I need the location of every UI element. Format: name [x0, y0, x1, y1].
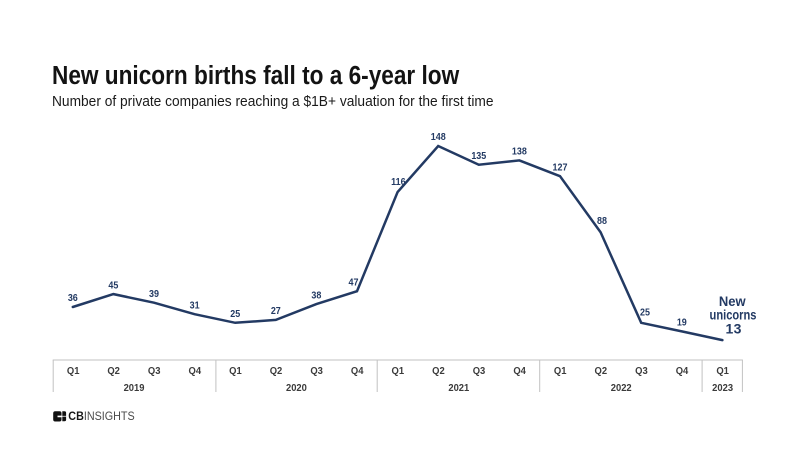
svg-text:Q2: Q2 — [270, 366, 283, 377]
svg-text:2023: 2023 — [712, 383, 733, 394]
svg-text:Q2: Q2 — [595, 366, 608, 377]
svg-text:unicorns: unicorns — [710, 307, 757, 322]
svg-text:Q1: Q1 — [392, 366, 405, 377]
svg-text:New: New — [719, 294, 746, 309]
svg-text:88: 88 — [597, 216, 608, 228]
svg-text:2019: 2019 — [124, 383, 145, 394]
svg-text:148: 148 — [431, 132, 447, 144]
svg-text:Q1: Q1 — [716, 366, 729, 377]
svg-text:127: 127 — [553, 162, 568, 174]
svg-text:Q2: Q2 — [107, 366, 120, 377]
svg-text:Q4: Q4 — [351, 366, 364, 377]
svg-text:CBINSIGHTS: CBINSIGHTS — [68, 411, 134, 423]
svg-text:Q1: Q1 — [554, 366, 567, 377]
svg-text:Q1: Q1 — [229, 366, 242, 377]
svg-text:Q1: Q1 — [67, 366, 80, 377]
svg-text:135: 135 — [471, 150, 487, 162]
svg-text:45: 45 — [108, 280, 119, 292]
svg-text:27: 27 — [271, 306, 281, 318]
svg-text:116: 116 — [391, 177, 405, 189]
svg-text:138: 138 — [512, 146, 528, 158]
svg-text:Q4: Q4 — [513, 366, 526, 377]
svg-text:38: 38 — [311, 290, 322, 302]
svg-text:25: 25 — [230, 309, 241, 321]
svg-text:47: 47 — [349, 277, 359, 289]
svg-text:Q4: Q4 — [676, 366, 689, 377]
svg-text:2021: 2021 — [448, 383, 469, 394]
svg-text:Q2: Q2 — [432, 366, 445, 377]
svg-text:2022: 2022 — [611, 383, 632, 394]
svg-text:Q3: Q3 — [148, 366, 161, 377]
svg-text:Q4: Q4 — [189, 366, 202, 377]
svg-text:19: 19 — [677, 317, 687, 329]
svg-text:Q3: Q3 — [310, 366, 323, 377]
svg-text:Q3: Q3 — [635, 366, 648, 377]
svg-text:31: 31 — [190, 300, 201, 312]
svg-text:13: 13 — [726, 321, 742, 337]
svg-text:2020: 2020 — [286, 383, 307, 394]
svg-text:36: 36 — [68, 293, 78, 305]
svg-text:25: 25 — [640, 307, 651, 319]
svg-text:Q3: Q3 — [473, 366, 486, 377]
svg-text:39: 39 — [149, 288, 159, 300]
